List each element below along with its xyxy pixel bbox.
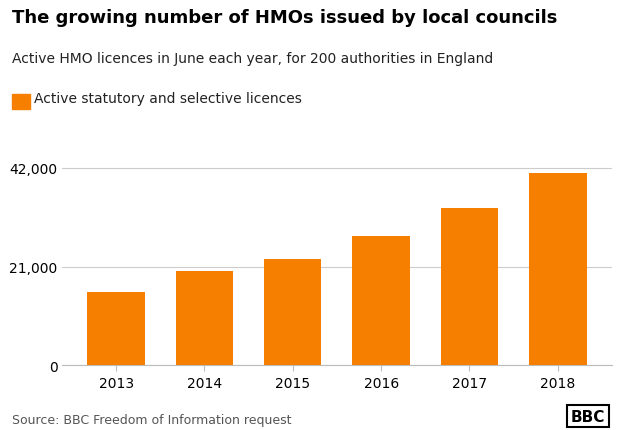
- Text: Active HMO licences in June each year, for 200 authorities in England: Active HMO licences in June each year, f…: [12, 52, 494, 65]
- Bar: [441, 209, 498, 366]
- Text: Source: BBC Freedom of Information request: Source: BBC Freedom of Information reque…: [12, 413, 292, 426]
- Text: The growing number of HMOs issued by local councils: The growing number of HMOs issued by loc…: [12, 9, 558, 27]
- Bar: [264, 259, 321, 366]
- Text: BBC: BBC: [571, 408, 605, 424]
- Bar: [87, 293, 145, 366]
- Bar: [176, 272, 233, 366]
- Text: Active statutory and selective licences: Active statutory and selective licences: [34, 92, 302, 106]
- Bar: [353, 237, 410, 366]
- Bar: [529, 173, 587, 366]
